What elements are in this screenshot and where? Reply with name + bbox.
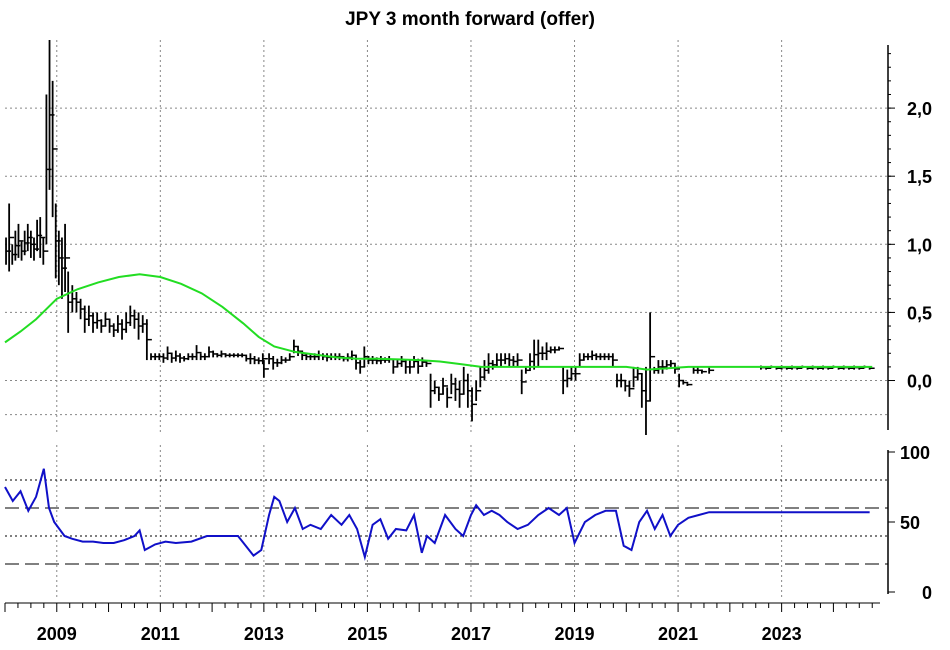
y-tick-label-sub: 50 xyxy=(900,513,920,533)
y-tick-label-main: 1,5 xyxy=(907,167,932,187)
tick-labels: 2009 2011 2013 2015 2017 2019 2021 2023 0,0 0,5 1,… xyxy=(37,99,932,644)
oscillator-line xyxy=(4,468,870,561)
y-tick-label-main: 2,0 xyxy=(907,99,932,119)
x-tick-label: 2015 xyxy=(347,624,387,644)
x-tick-label: 2019 xyxy=(555,624,595,644)
y-tick-label-main: 0,0 xyxy=(907,372,932,392)
y-tick-label-main: 0,5 xyxy=(907,303,932,323)
main-gridlines xyxy=(5,40,888,435)
moving-average-line xyxy=(4,273,873,371)
x-tick-label: 2009 xyxy=(37,624,77,644)
x-tick-label: 2021 xyxy=(658,624,698,644)
x-tick-label: 2011 xyxy=(141,624,180,644)
chart-title: JPY 3 month forward (offer) xyxy=(345,9,595,30)
y-tick-label-sub: 0 xyxy=(922,583,932,603)
x-tick-label: 2023 xyxy=(762,624,802,644)
price-bars xyxy=(5,40,875,435)
sub-gridlines xyxy=(5,445,888,600)
y-tick-label-sub: 100 xyxy=(900,443,930,463)
axes xyxy=(4,45,895,612)
y-tick-label-main: 1,0 xyxy=(907,235,932,255)
x-tick-label: 2017 xyxy=(451,624,491,644)
x-tick-label: 2013 xyxy=(244,624,284,644)
